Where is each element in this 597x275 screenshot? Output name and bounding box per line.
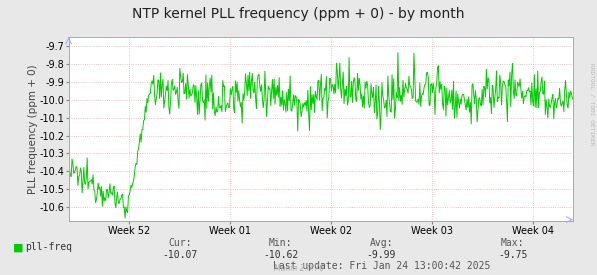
- Text: Last update: Fri Jan 24 13:00:42 2025: Last update: Fri Jan 24 13:00:42 2025: [273, 261, 490, 271]
- Text: pll-freq: pll-freq: [25, 243, 72, 252]
- Text: NTP kernel PLL frequency (ppm + 0) - by month: NTP kernel PLL frequency (ppm + 0) - by …: [133, 7, 464, 21]
- Text: Max:: Max:: [501, 238, 524, 248]
- Text: Min:: Min:: [269, 238, 293, 248]
- Text: Munin 2.0.76: Munin 2.0.76: [273, 264, 324, 273]
- Y-axis label: PLL frequency (ppm + 0): PLL frequency (ppm + 0): [28, 64, 38, 194]
- Text: RRDTOOL / TOBI OETIKER: RRDTOOL / TOBI OETIKER: [589, 63, 594, 146]
- Text: -10.07: -10.07: [162, 250, 197, 260]
- Text: Cur:: Cur:: [168, 238, 192, 248]
- Text: -9.75: -9.75: [498, 250, 527, 260]
- Text: Avg:: Avg:: [370, 238, 393, 248]
- Text: -9.99: -9.99: [367, 250, 396, 260]
- Text: ■: ■: [13, 243, 24, 252]
- Text: -10.62: -10.62: [263, 250, 298, 260]
